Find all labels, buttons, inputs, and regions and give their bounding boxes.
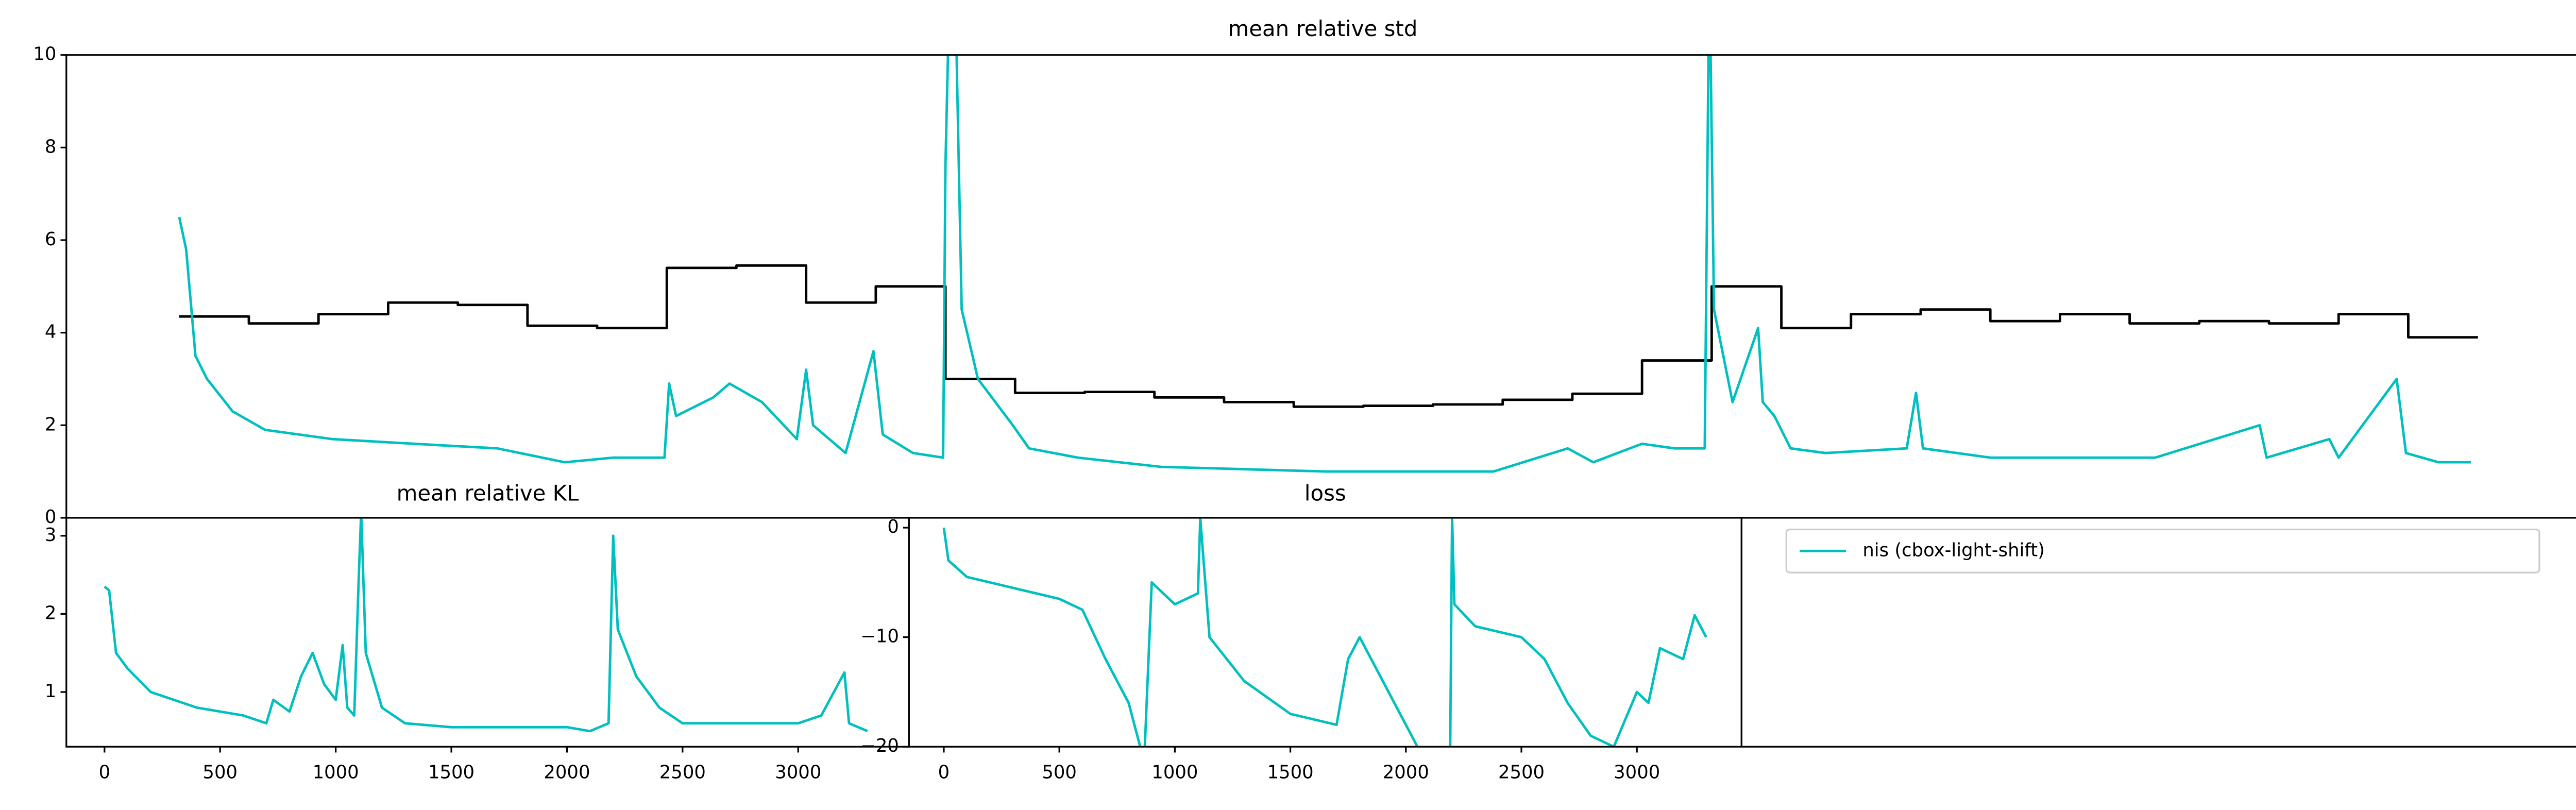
chart-title: loss — [1304, 480, 1346, 505]
series-line — [178, 55, 2471, 473]
x-tick-label: 0 — [938, 762, 950, 783]
panel-frame — [65, 517, 910, 748]
x-tick-label: 2000 — [1383, 762, 1429, 783]
plot-area — [104, 517, 868, 733]
y-tick-label: −20 — [860, 735, 899, 756]
chart-title: mean relative KL — [397, 480, 580, 505]
plot-area — [178, 55, 2478, 473]
x-tick-label: 1000 — [313, 762, 359, 783]
x-tick-label: 1500 — [1267, 762, 1314, 783]
series-line — [942, 517, 1707, 747]
x-tick-label: 2500 — [659, 762, 706, 783]
y-tick-label: 2 — [45, 414, 57, 435]
panel-frame — [908, 517, 1742, 748]
y-tick-label: 6 — [45, 229, 57, 250]
panel-frame — [1740, 517, 2576, 748]
y-tick-label: 10 — [33, 44, 56, 65]
series-line — [179, 264, 2478, 408]
y-tick-label: 3 — [45, 525, 57, 546]
x-tick-label: 500 — [1042, 762, 1077, 783]
y-tick-label: 1 — [45, 681, 57, 702]
x-tick-label: 1500 — [428, 762, 474, 783]
x-tick-label: 3000 — [1614, 762, 1660, 783]
x-tick-label: 500 — [202, 762, 238, 783]
x-tick-label: 0 — [99, 762, 111, 783]
y-tick-label: 8 — [45, 136, 57, 157]
x-tick-label: 1000 — [1151, 762, 1198, 783]
panel-frame — [65, 54, 2576, 519]
x-tick-label: 2500 — [1498, 762, 1545, 783]
series-line — [104, 517, 868, 733]
x-tick-label: 3000 — [775, 762, 821, 783]
y-tick-label: −10 — [860, 626, 899, 647]
legend-frame — [1785, 528, 2540, 573]
chart-title: mean relative std — [1228, 16, 1418, 41]
plot-area — [942, 517, 1707, 747]
x-tick-label: 2000 — [544, 762, 590, 783]
y-tick-label: 2 — [45, 602, 57, 623]
legend: nis (cbox-light-shift) — [1785, 528, 2540, 573]
y-tick-label: 4 — [45, 322, 57, 343]
y-tick-label: 0 — [887, 516, 899, 537]
legend-label: nis (cbox-light-shift) — [1862, 539, 2045, 561]
y-tick-label: 0 — [45, 507, 57, 528]
